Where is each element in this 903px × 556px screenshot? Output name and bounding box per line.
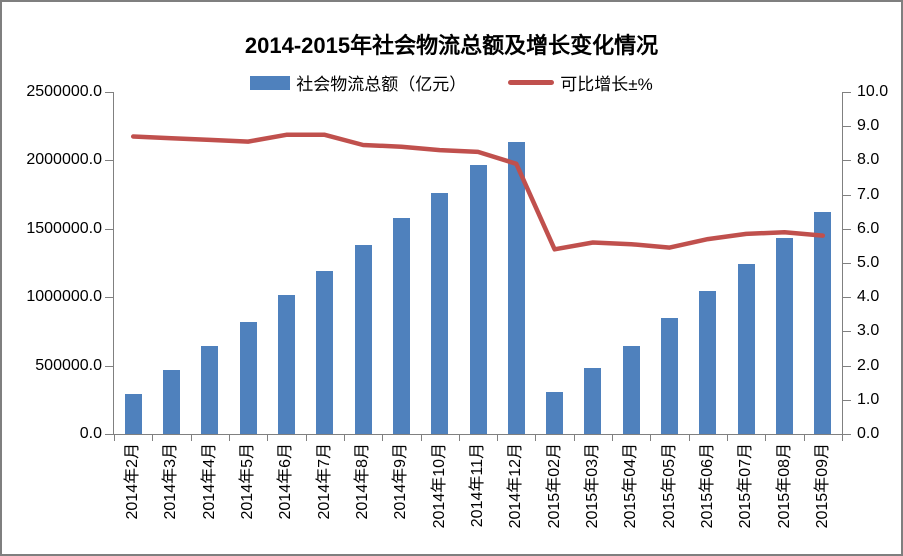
x-axis-tick	[650, 434, 652, 441]
right-axis-tick-label: 1.0	[857, 390, 880, 408]
legend: 社会物流总额（亿元） 可比增长±%	[2, 70, 901, 95]
bar-2015年03月	[584, 367, 602, 434]
bar-series-label: 社会物流总额（亿元）	[296, 75, 467, 94]
legend-item-bar-series: 社会物流总额（亿元）	[250, 70, 466, 95]
x-axis-tick	[305, 434, 307, 441]
bar-series-swatch	[250, 75, 291, 90]
x-axis-tick	[343, 434, 345, 441]
x-axis-tick	[152, 434, 154, 441]
bar-2014年8月	[354, 245, 372, 434]
left-axis-tick-label: 1500000.0	[26, 219, 102, 237]
y-axis-left	[113, 92, 114, 434]
right-axis-tick-label: 9.0	[857, 117, 880, 135]
y-axis-right	[842, 92, 843, 434]
x-axis-tick	[114, 434, 115, 441]
right-axis-tick	[843, 399, 851, 401]
bar-2015年07月	[737, 264, 755, 434]
bar-2014年4月	[201, 346, 219, 434]
bar-2014年7月	[316, 271, 334, 434]
left-axis-tick	[105, 365, 113, 367]
right-axis-tick	[843, 331, 851, 333]
x-axis-tick	[765, 434, 767, 441]
right-axis-tick-label: 6.0	[857, 219, 880, 237]
bar-2014年2月	[124, 394, 142, 434]
bar-2014年9月	[392, 217, 410, 434]
right-axis-tick-label: 3.0	[857, 322, 880, 340]
right-axis-tick-label: 8.0	[857, 151, 880, 169]
x-axis-tick	[612, 434, 614, 441]
x-axis-tick	[573, 434, 575, 441]
x-axis-tick	[688, 434, 690, 441]
bar-2014年3月	[162, 369, 180, 434]
bar-2014年10月	[431, 192, 449, 434]
left-axis-tick-label: 2500000.0	[26, 83, 102, 100]
right-axis-tick	[843, 160, 851, 162]
bar-2014年12月	[507, 141, 525, 434]
bar-2015年09月	[814, 212, 832, 434]
right-axis-tick	[843, 434, 851, 435]
x-axis-tick	[420, 434, 422, 441]
right-axis-tick-label: 7.0	[857, 185, 880, 203]
growth-line	[130, 132, 826, 252]
x-axis-tick	[267, 434, 269, 441]
chart-title: 2014-2015年社会物流总额及增长变化情况	[244, 33, 659, 58]
bar-2015年08月	[776, 238, 794, 434]
x-axis	[113, 434, 843, 435]
legend-item-line-series: 可比增长±%	[508, 70, 653, 95]
bar-2015年02月	[546, 392, 564, 434]
right-axis-tick	[843, 263, 851, 264]
x-axis-tick	[190, 434, 192, 441]
right-axis-tick-label: 10.0	[857, 83, 889, 100]
left-axis-tick	[105, 160, 113, 162]
right-axis-tick-label: 2.0	[857, 356, 880, 374]
right-axis-tick-label: 5.0	[857, 254, 880, 271]
line-series-swatch	[508, 80, 555, 85]
left-axis-tick	[105, 434, 113, 435]
right-axis-tick	[843, 126, 851, 128]
bar-2015年06月	[699, 291, 717, 434]
x-axis-tick	[727, 434, 729, 441]
x-axis-tick	[842, 434, 843, 441]
x-axis-tick	[803, 434, 805, 441]
bar-2015年05月	[661, 318, 679, 434]
bar-2014年5月	[239, 321, 257, 434]
left-axis-tick	[105, 297, 113, 299]
bar-2014年6月	[277, 295, 295, 434]
right-axis-tick-label: 4.0	[857, 288, 880, 306]
x-axis-tick	[228, 434, 230, 441]
left-axis-tick-label: 0.0	[79, 425, 102, 442]
x-axis-tick	[535, 434, 537, 441]
bar-2014年11月	[469, 164, 487, 434]
bar-2015年04月	[622, 345, 640, 434]
x-axis-tick	[497, 434, 499, 441]
right-axis-tick	[843, 194, 851, 196]
x-axis-tick	[382, 434, 384, 441]
right-axis-tick	[843, 92, 851, 93]
right-axis-tick	[843, 228, 851, 230]
right-axis-tick	[843, 365, 851, 367]
right-axis-tick	[843, 297, 851, 299]
right-axis-tick-label: 0.0	[857, 425, 880, 442]
left-axis-tick	[105, 92, 113, 93]
x-axis-tick	[458, 434, 460, 441]
left-axis-tick-label: 1000000.0	[26, 288, 102, 306]
left-axis-tick-label: 500000.0	[35, 356, 102, 374]
left-axis-tick	[105, 228, 113, 230]
line-series-label: 可比增长±%	[560, 75, 653, 94]
left-axis-tick-label: 2000000.0	[26, 151, 102, 169]
